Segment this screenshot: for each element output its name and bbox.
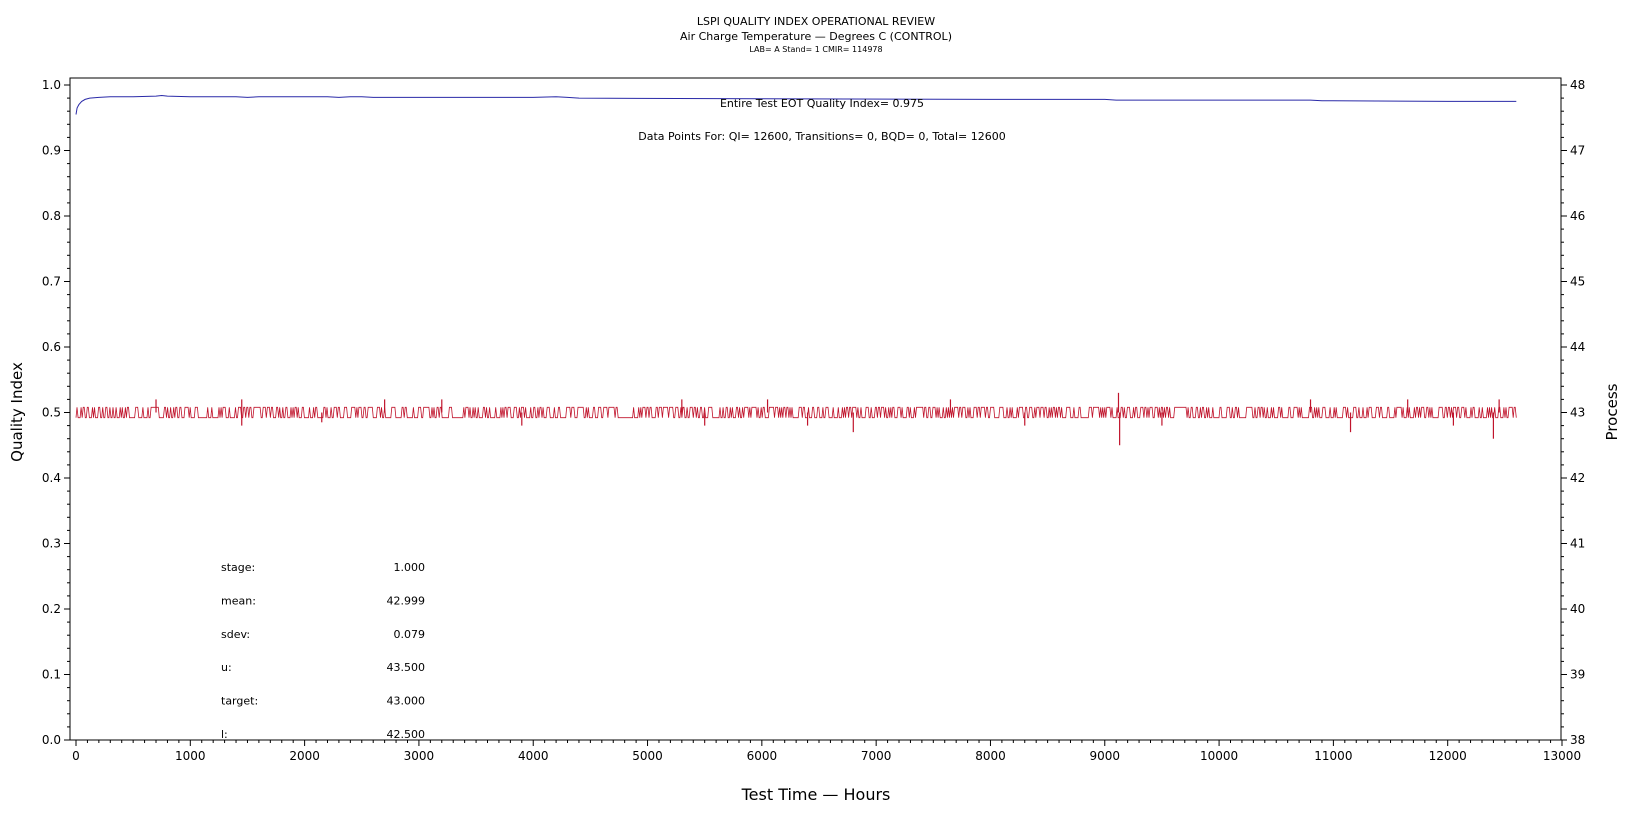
- y-axis-right: 38 39 40 41 42 43 44 45 46 47 48: [1561, 78, 1585, 747]
- x-tick-label: 5000: [632, 749, 663, 763]
- stat-label: stage:: [221, 561, 255, 574]
- y2-tick-label: 42: [1570, 471, 1585, 485]
- y-tick-label: 0.1: [42, 668, 61, 682]
- stat-value: 0.079: [394, 628, 426, 641]
- y-axis-left: 0.0 0.1 0.2 0.3 0.4 0.5 0.6 0.7 0.8 0.9 1.0: [42, 78, 70, 747]
- x-tick-label: 4000: [518, 749, 549, 763]
- series-layer: [75, 94, 1517, 446]
- x-tick-label: 9000: [1089, 749, 1120, 763]
- stat-value: 1.000: [394, 561, 426, 574]
- chart-subtitle-small: LAB= A Stand= 1 CMIR= 114978: [749, 45, 882, 54]
- y-tick-label: 0.8: [42, 209, 61, 223]
- y-tick-label: 0.2: [42, 602, 61, 616]
- y2-tick-label: 45: [1570, 275, 1585, 289]
- y-tick-label: 0.4: [42, 471, 61, 485]
- y2-tick-label: 40: [1570, 602, 1585, 616]
- y-tick-label: 0.7: [42, 275, 61, 289]
- y-tick-label: 0.5: [42, 406, 61, 420]
- y2-tick-label: 39: [1570, 668, 1585, 682]
- x-axis-title: Test Time — Hours: [741, 785, 891, 804]
- x-tick-label: 12000: [1429, 749, 1467, 763]
- stat-value: 42.999: [387, 594, 426, 607]
- stat-label: l:: [221, 728, 228, 741]
- y2-tick-label: 43: [1570, 406, 1585, 420]
- stat-label: sdev:: [221, 628, 250, 641]
- data-points-annotation: Data Points For: QI= 12600, Transitions=…: [638, 130, 1006, 143]
- x-tick-label: 6000: [747, 749, 778, 763]
- y2-tick-label: 38: [1570, 733, 1585, 747]
- y-tick-label: 1.0: [42, 78, 61, 92]
- x-tick-label: 11000: [1314, 749, 1352, 763]
- x-tick-label: 7000: [861, 749, 892, 763]
- y2-axis-title: Process: [1603, 383, 1621, 440]
- y2-tick-label: 44: [1570, 340, 1585, 354]
- stat-label: u:: [221, 661, 232, 674]
- chart-subtitle: Air Charge Temperature — Degrees C (CONT…: [680, 30, 952, 43]
- chart-title: LSPI QUALITY INDEX OPERATIONAL REVIEW: [697, 15, 935, 28]
- y2-tick-label: 48: [1570, 78, 1585, 92]
- process-trace: [75, 406, 1517, 419]
- x-tick-label: 10000: [1200, 749, 1238, 763]
- x-axis: 0 1000 2000 3000 4000 5000 6000 7000 8000 9000 100…: [72, 740, 1581, 763]
- x-tick-label: 2000: [289, 749, 320, 763]
- y-tick-label: 0.9: [42, 144, 61, 158]
- stat-label: mean:: [221, 594, 256, 607]
- x-tick-label: 3000: [404, 749, 435, 763]
- y2-tick-label: 47: [1570, 144, 1585, 158]
- stat-label: target:: [221, 695, 258, 708]
- y-tick-label: 0.3: [42, 537, 61, 551]
- y-tick-label: 0.6: [42, 340, 61, 354]
- stats-block: stage: 1.000 mean: 42.999 sdev: 0.079 u: 43.500…: [221, 561, 425, 741]
- x-tick-label: 0: [72, 749, 80, 763]
- quality-index-annotation: Entire Test EOT Quality Index= 0.975: [720, 97, 924, 110]
- y2-tick-label: 46: [1570, 209, 1585, 223]
- y-axis-title: Quality Index: [8, 362, 26, 462]
- stat-value: 43.500: [387, 661, 426, 674]
- quality-index-line: [75, 94, 1517, 115]
- x-tick-label: 8000: [975, 749, 1006, 763]
- x-tick-label: 13000: [1543, 749, 1581, 763]
- stat-value: 42.500: [387, 728, 426, 741]
- y-tick-label: 0.0: [42, 733, 61, 747]
- stat-value: 43.000: [387, 695, 426, 708]
- plot-frame: [69, 77, 1562, 741]
- x-tick-label: 1000: [175, 749, 206, 763]
- y2-tick-label: 41: [1570, 537, 1585, 551]
